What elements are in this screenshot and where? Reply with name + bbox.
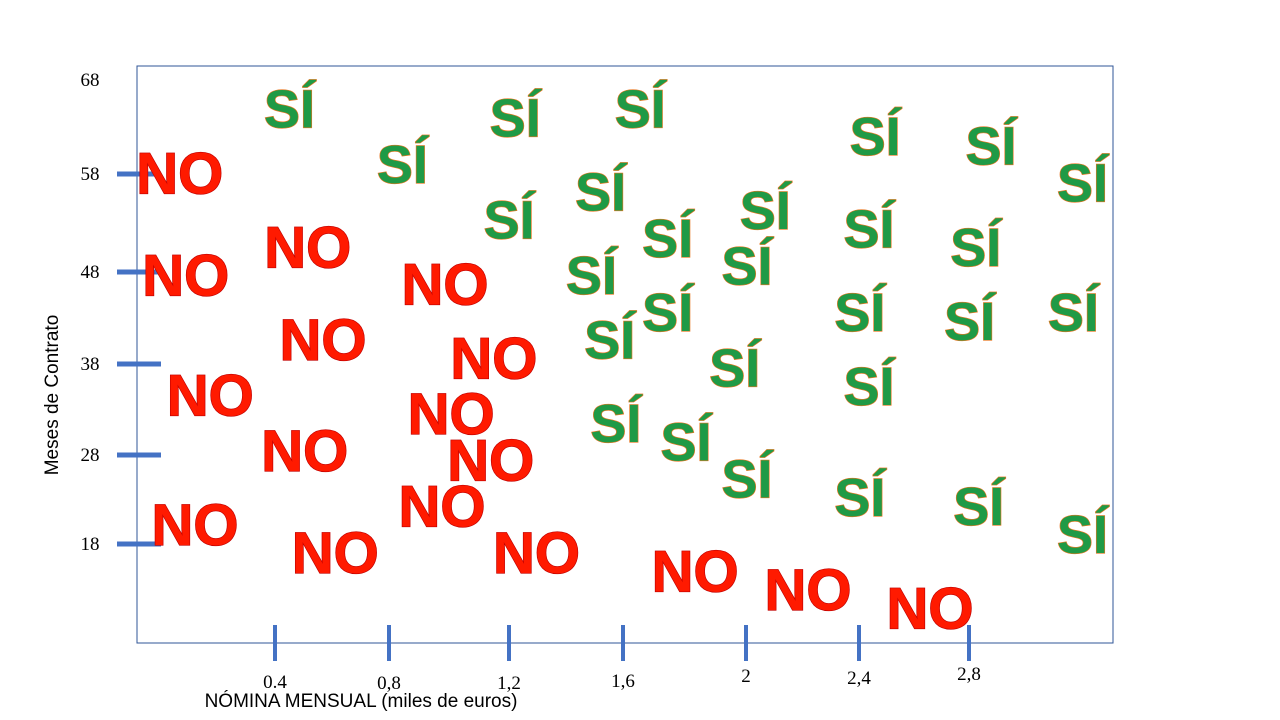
no-mark: NO bbox=[408, 382, 495, 447]
y-tick-label: 48 bbox=[81, 262, 100, 283]
no-mark: NO bbox=[151, 493, 238, 558]
si-mark: SÍ bbox=[740, 181, 793, 241]
y-axis-title: Meses de Contrato bbox=[42, 315, 63, 476]
no-mark: NO bbox=[292, 521, 379, 586]
x-tick-label: 0.4 bbox=[263, 672, 287, 693]
y-tick-label: 68 bbox=[81, 70, 100, 91]
si-mark: SÍ bbox=[721, 449, 774, 509]
no-mark: NO bbox=[280, 308, 367, 373]
x-tick-label: 2,8 bbox=[957, 664, 981, 685]
y-tick-label: 38 bbox=[81, 354, 100, 375]
si-mark: SÍ bbox=[843, 357, 896, 417]
y-tick-label: 58 bbox=[81, 164, 100, 185]
si-mark: SÍ bbox=[642, 283, 695, 343]
si-mark: SÍ bbox=[953, 477, 1006, 537]
si-mark: SÍ bbox=[1057, 505, 1110, 565]
no-mark: NO bbox=[887, 576, 974, 641]
si-mark: SÍ bbox=[834, 468, 887, 528]
no-mark: NO bbox=[402, 253, 489, 318]
si-mark: SÍ bbox=[264, 79, 317, 139]
x-axis-ticks: 0.4 0,8 1,2 1,6 2 2,4 2,8 bbox=[263, 625, 981, 694]
x-tick-label: 2,4 bbox=[847, 668, 871, 689]
no-mark: NO bbox=[447, 428, 534, 493]
si-mark: SÍ bbox=[944, 292, 997, 352]
si-mark: SÍ bbox=[584, 311, 637, 371]
y-tick-label: 18 bbox=[81, 534, 100, 555]
si-mark: SÍ bbox=[1048, 283, 1101, 343]
si-mark: SÍ bbox=[642, 209, 695, 269]
x-axis-title: NÓMINA MENSUAL (miles de euros) bbox=[205, 690, 518, 712]
no-mark: NO bbox=[261, 419, 348, 484]
no-mark: NO bbox=[450, 327, 537, 392]
si-mark: SÍ bbox=[575, 163, 628, 223]
x-tick-label: 1,2 bbox=[497, 673, 521, 694]
si-mark: SÍ bbox=[850, 107, 903, 167]
si-mark: SÍ bbox=[490, 89, 543, 149]
si-mark: SÍ bbox=[566, 246, 619, 306]
si-mark: SÍ bbox=[615, 79, 668, 139]
x-tick-label: 2 bbox=[741, 666, 751, 687]
no-mark: NO bbox=[652, 539, 739, 604]
no-mark: NO bbox=[167, 364, 254, 429]
si-mark: SÍ bbox=[843, 200, 896, 260]
x-tick-label: 0,8 bbox=[377, 673, 401, 694]
no-mark: NO bbox=[136, 142, 223, 207]
si-mark: SÍ bbox=[660, 412, 713, 472]
y-tick-label: 28 bbox=[81, 445, 100, 466]
no-mark: NO bbox=[493, 521, 580, 586]
si-mark: SÍ bbox=[965, 116, 1018, 176]
no-mark: NO bbox=[264, 216, 351, 281]
si-mark: SÍ bbox=[590, 394, 643, 454]
si-mark: SÍ bbox=[834, 283, 887, 343]
x-tick-label: 1,6 bbox=[611, 671, 635, 692]
no-mark: NO bbox=[765, 558, 852, 623]
si-mark: SÍ bbox=[950, 218, 1003, 278]
no-mark: NO bbox=[142, 243, 229, 308]
no-mark: NO bbox=[399, 475, 486, 540]
si-mark: SÍ bbox=[377, 135, 430, 195]
si-mark: SÍ bbox=[484, 190, 537, 250]
y-axis-ticks: 68 58 48 38 28 18 bbox=[81, 70, 161, 555]
si-mark: SÍ bbox=[721, 237, 774, 297]
si-mark: SÍ bbox=[1057, 153, 1110, 213]
si-mark: SÍ bbox=[709, 338, 762, 398]
